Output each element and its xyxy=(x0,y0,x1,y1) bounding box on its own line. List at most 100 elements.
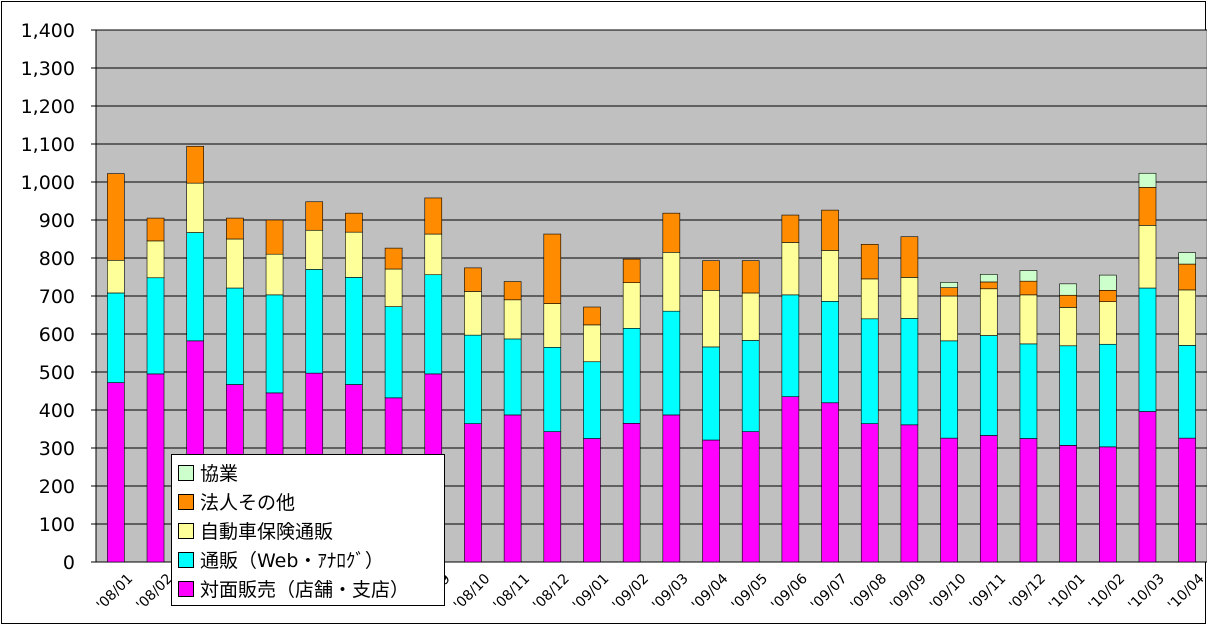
bar-segment xyxy=(940,437,958,563)
bar-segment xyxy=(186,182,204,233)
bar-segment xyxy=(702,439,720,563)
y-tick-label: 700 xyxy=(39,286,75,308)
y-tick-label: 100 xyxy=(39,514,75,536)
bar-segment xyxy=(384,247,403,270)
legend-item-kyogyo: 協業 xyxy=(178,458,444,487)
bar-segment xyxy=(900,277,919,319)
bar-segment xyxy=(107,382,125,563)
bar-segment xyxy=(622,327,641,424)
bar-segment xyxy=(265,294,284,394)
bar-segment xyxy=(940,295,958,342)
bar-segment xyxy=(1059,307,1077,347)
bar-segment xyxy=(583,306,601,326)
bar-segment xyxy=(821,402,839,563)
y-tick-label: 1,300 xyxy=(21,58,75,80)
x-tick-label: '09/07 xyxy=(808,571,851,614)
bar-segment xyxy=(1059,294,1077,308)
bar-segment xyxy=(146,240,165,279)
bar-segment xyxy=(622,422,641,563)
bar-segment xyxy=(1178,345,1196,439)
bar-segment xyxy=(305,201,324,231)
bar-segment xyxy=(979,281,998,290)
bar-segment xyxy=(1059,445,1077,563)
bar-segment xyxy=(1099,301,1117,345)
bar-segment xyxy=(1178,263,1196,291)
bar-segment xyxy=(1019,270,1038,282)
bar-segment xyxy=(741,292,760,341)
legend-swatch xyxy=(178,493,194,510)
legend-label: 法人その他 xyxy=(200,492,296,514)
bar-segment xyxy=(900,318,919,426)
bar-segment xyxy=(107,259,125,294)
bar-segment xyxy=(781,396,800,563)
bar-segment xyxy=(345,277,363,385)
x-tick-label: '08/11 xyxy=(491,571,534,614)
bar-segment xyxy=(860,244,879,280)
bar-segment xyxy=(1138,411,1157,563)
x-tick-label: '10/04 xyxy=(1165,571,1207,614)
bar-segment xyxy=(940,287,958,297)
y-tick-label: 1,200 xyxy=(21,96,75,118)
bar-segment xyxy=(979,335,998,436)
legend-item-tsuhan: 通販（Web・ｱﾅﾛｸﾞ） xyxy=(178,545,444,574)
x-tick-label: '09/09 xyxy=(887,571,930,614)
bar-segment xyxy=(1059,345,1077,446)
bar-segment xyxy=(384,306,403,399)
bar-segment xyxy=(821,301,839,404)
bar-segment xyxy=(424,197,443,235)
y-tick-label: 900 xyxy=(39,210,75,232)
legend-swatch xyxy=(178,522,194,539)
bar-segment xyxy=(662,252,681,312)
x-tick-label: '09/04 xyxy=(689,571,732,614)
bar-segment xyxy=(503,338,522,416)
x-tick-label: '09/12 xyxy=(1006,571,1049,614)
y-tick-label: 1,400 xyxy=(21,20,75,42)
bar-segment xyxy=(265,253,284,296)
bar-segment xyxy=(503,299,522,340)
x-tick-label: '09/06 xyxy=(768,571,811,614)
bar-segment xyxy=(107,292,125,383)
bar-segment xyxy=(1059,283,1077,296)
bar-segment xyxy=(622,258,641,284)
y-tick-label: 200 xyxy=(39,476,75,498)
bar-segment xyxy=(345,231,363,278)
bar-segment xyxy=(186,232,204,342)
x-tick-label: '09/05 xyxy=(729,571,772,614)
x-tick-label: '09/01 xyxy=(570,571,613,614)
bar-segment xyxy=(979,274,998,283)
x-tick-label: '09/11 xyxy=(967,571,1010,614)
x-tick-label: '08/10 xyxy=(451,571,494,614)
bar-segment xyxy=(1019,280,1038,296)
bar-segment xyxy=(146,277,165,375)
bar-segment xyxy=(900,236,919,278)
bar-segment xyxy=(741,260,760,294)
bar-segment xyxy=(860,423,879,563)
y-tick-label: 0 xyxy=(63,552,75,574)
legend-swatch xyxy=(178,551,194,568)
bar-segment xyxy=(345,212,363,233)
bar-segment xyxy=(662,414,681,563)
bar-segment xyxy=(226,217,244,240)
bar-segment xyxy=(860,318,879,424)
bar-segment xyxy=(305,229,324,270)
y-tick-label: 600 xyxy=(39,324,75,346)
legend-item-taimen: 対面販売（店舗・支店） xyxy=(178,574,444,603)
x-tick-label: '09/10 xyxy=(927,571,970,614)
bar-segment xyxy=(583,324,601,363)
bar-segment xyxy=(979,288,998,336)
x-tick-label: '10/03 xyxy=(1125,571,1168,614)
bar-segment xyxy=(1138,225,1157,289)
y-tick-label: 400 xyxy=(39,400,75,422)
legend-label: 自動車保険通販 xyxy=(200,521,334,543)
legend-label: 通販（Web・ｱﾅﾛｸﾞ） xyxy=(200,550,384,572)
y-tick-label: 1,100 xyxy=(21,134,75,156)
legend-item-jidosha: 自動車保険通販 xyxy=(178,516,444,545)
x-tick-label: '08/12 xyxy=(530,571,573,614)
x-tick-label: '09/02 xyxy=(610,571,653,614)
x-tick-label: '08/02 xyxy=(133,571,176,614)
bar-segment xyxy=(1099,274,1117,291)
x-tick-label: '08/01 xyxy=(94,571,137,614)
bar-segment xyxy=(424,233,443,276)
bar-segment xyxy=(1138,287,1157,412)
bar-segment xyxy=(702,289,720,348)
